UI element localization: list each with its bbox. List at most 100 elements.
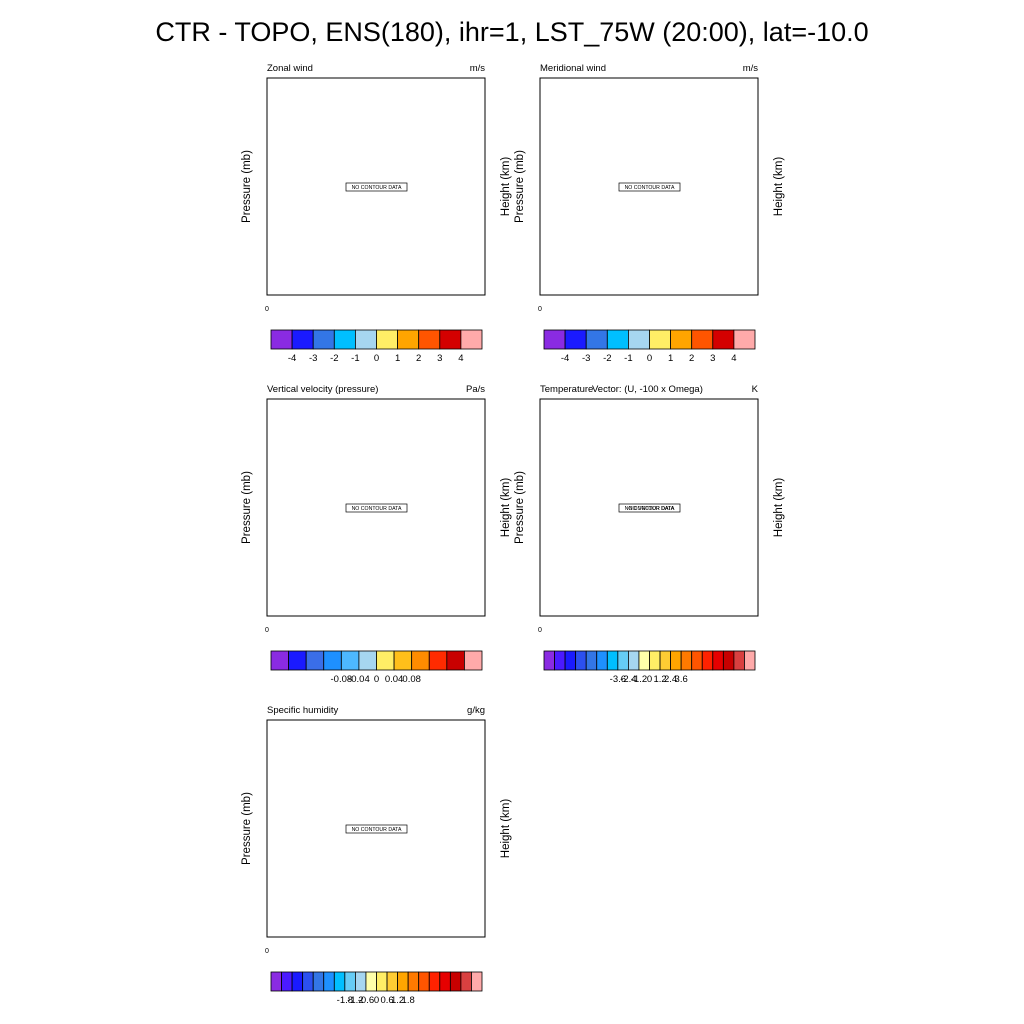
colorbar-tick-label: -3 (582, 353, 590, 364)
colorbar-tick-label: -1 (351, 353, 359, 364)
colorbar-swatch (376, 650, 395, 671)
colorbar-swatch (340, 650, 360, 671)
panel-title: Meridional wind (540, 63, 606, 74)
colorbar-tick-label: 2 (689, 353, 694, 364)
no-data-message: NO CONTOUR DATA (352, 185, 402, 191)
colorbar-tick-label: -0.04 (348, 674, 370, 685)
no-vector-message: NO VECTOR DATA (629, 506, 675, 512)
colorbar-tick-label: 4 (458, 353, 463, 364)
colorbar-tick-label: 2.4 (664, 674, 677, 685)
no-data-box (345, 182, 408, 192)
colorbar-swatch (460, 971, 472, 992)
colorbar-swatch (376, 329, 399, 350)
colorbar-swatch (312, 329, 335, 350)
colorbar-swatch (358, 650, 377, 671)
colorbar-swatch (460, 329, 483, 350)
colorbar-swatch (418, 329, 441, 350)
colorbar-swatch (733, 650, 745, 671)
no-data-box (618, 182, 681, 192)
colorbar-swatch (543, 650, 555, 671)
y-axis-label-right: Height (km) (500, 478, 512, 538)
colorbar: -4 -3 -2 -1 0 1 2 3 4 (270, 329, 483, 364)
y-axis-label-right: Height (km) (773, 478, 785, 538)
colorbar-swatch (305, 650, 325, 671)
colorbar-swatch (659, 650, 671, 671)
panel-2: Meridional wind m/s Pressure (mb) Height (k… (514, 63, 785, 364)
x-tick-label: 0 (538, 627, 542, 634)
colorbar-swatch (649, 650, 661, 671)
colorbar-tick-label: 1 (668, 353, 673, 364)
colorbar-swatch (691, 650, 703, 671)
colorbar-swatch (649, 329, 672, 350)
y-axis-label-right: Height (km) (500, 799, 512, 859)
panel-units: Pa/s (466, 384, 485, 395)
colorbar-tick-label: -1.2 (631, 674, 647, 685)
panel-3: Vertical velocity (pressure) Pa/s Pressure… (241, 384, 512, 685)
x-tick-label: 0 (265, 948, 269, 955)
y-axis-label-left: Pressure (mb) (241, 471, 253, 544)
colorbar-swatch (712, 650, 724, 671)
colorbar-swatch (376, 971, 388, 992)
colorbar-tick-label: -1 (624, 353, 632, 364)
x-tick-label: 0 (265, 627, 269, 634)
colorbar-swatch (365, 971, 377, 992)
colorbar-swatch (439, 971, 451, 992)
panel-title: Zonal wind (267, 63, 313, 74)
x-tick-label: 0 (265, 306, 269, 313)
panel-units: K (752, 384, 759, 395)
colorbar-swatch (439, 329, 462, 350)
x-tick-label: 0 (538, 306, 542, 313)
colorbar-tick-label: 4 (731, 353, 736, 364)
colorbar-swatch (397, 971, 409, 992)
colorbar-tick-label: 2 (416, 353, 421, 364)
no-data-message: NO CONTOUR DATA (625, 185, 675, 191)
no-data-message: NO CONTOUR DATA (625, 506, 675, 512)
y-axis-label-left: Pressure (mb) (514, 150, 526, 223)
colorbar-swatch (393, 650, 413, 671)
colorbar-swatch (701, 650, 714, 671)
colorbar-swatch (397, 329, 420, 350)
colorbar-tick-label: -2 (603, 353, 611, 364)
no-data-box (345, 503, 408, 513)
colorbar-swatch (270, 650, 289, 671)
panel-title: Temperature (540, 384, 593, 395)
colorbar-swatch (575, 650, 587, 671)
colorbar-swatch (270, 329, 293, 350)
colorbar-tick-label: -4 (288, 353, 296, 364)
colorbar-swatch (722, 650, 735, 671)
panel-title: Specific humidity (267, 705, 339, 716)
colorbar-tick-label: 0.6 (380, 995, 393, 1006)
colorbar-swatch (606, 329, 629, 350)
colorbar-swatch (585, 329, 608, 350)
colorbar-swatch (543, 329, 566, 350)
colorbar-swatch (606, 650, 619, 671)
colorbar-swatch (564, 650, 577, 671)
colorbar-swatch (628, 650, 640, 671)
panel-title-overlay: Vector: (U, -100 x Omega) (592, 384, 703, 395)
colorbar-swatch (407, 971, 420, 992)
colorbar-swatch (446, 650, 465, 671)
colorbar-tick-label: 0 (374, 353, 379, 364)
no-data-message: NO CONTOUR DATA (352, 506, 402, 512)
panel-1: Zonal wind m/s Pressure (mb) Height (km) 0 NO… (241, 63, 512, 364)
colorbar-swatch (744, 650, 756, 671)
colorbar-swatch (281, 971, 293, 992)
colorbar-tick-label: -2 (330, 353, 338, 364)
colorbar-swatch (418, 971, 430, 992)
colorbar-swatch (428, 650, 448, 671)
colorbar-swatch (291, 329, 314, 350)
figure-title: CTR - TOPO, ENS(180), ihr=1, LST_75W (20… (155, 17, 868, 47)
y-axis-label-left: Pressure (mb) (241, 792, 253, 865)
colorbar-swatch (411, 650, 430, 671)
panel-units: m/s (743, 63, 759, 74)
colorbar-tick-label: -1.8 (337, 995, 353, 1006)
panel-units: g/kg (467, 705, 485, 716)
colorbar: -0.08-0.04 0 0.04 0.08 (270, 650, 483, 685)
colorbar-swatch (585, 650, 598, 671)
colorbar-tick-label: 0.04 (385, 674, 404, 685)
colorbar-tick-label: 3 (710, 353, 715, 364)
colorbar-tick-label: 0 (647, 674, 652, 685)
colorbar-swatch (302, 971, 314, 992)
colorbar-swatch (691, 329, 714, 350)
